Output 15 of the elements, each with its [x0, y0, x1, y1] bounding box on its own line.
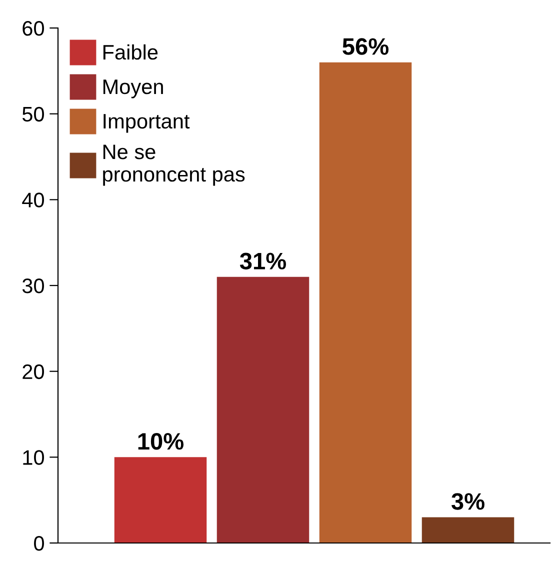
data-label: 10% [138, 433, 184, 450]
legend-label: Moyen [103, 80, 163, 98]
data-label: 31% [240, 252, 286, 270]
y-tick-label: 20 [22, 364, 44, 380]
y-tick-label: 50 [22, 106, 44, 122]
y-tick-label: 40 [22, 192, 44, 208]
y-tick-label: 10 [23, 450, 44, 465]
legend-label: Important [104, 114, 190, 133]
legend-label: Ne se prononcent pas [103, 144, 245, 186]
data-label: 3% [451, 493, 484, 510]
y-tick-label: 0 [34, 536, 44, 551]
data-label: 56% [342, 38, 389, 55]
legend-label: Faible [103, 44, 158, 60]
y-tick-label: 60 [22, 21, 44, 36]
y-tick-label: 30 [22, 278, 44, 294]
